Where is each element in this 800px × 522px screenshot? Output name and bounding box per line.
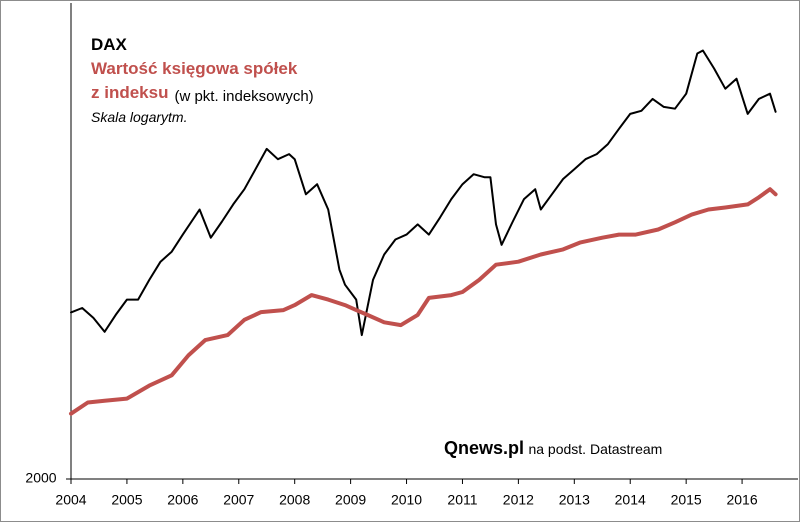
x-tick-label: 2010 — [391, 492, 422, 508]
x-tick-label: 2015 — [671, 492, 702, 508]
x-tick-label: 2014 — [615, 492, 646, 508]
x-tick-label: 2012 — [503, 492, 534, 508]
x-tick-label: 2007 — [223, 492, 254, 508]
x-tick-label: 2006 — [167, 492, 198, 508]
series-line — [69, 187, 778, 416]
x-tick-label: 2004 — [55, 492, 86, 508]
series-line — [70, 49, 777, 337]
x-tick-label: 2008 — [279, 492, 310, 508]
x-tick-label: 2005 — [111, 492, 142, 508]
y-tick-label: 2000 — [25, 470, 56, 486]
legend-book-value: Wartość księgowa spółek z indeksu — [91, 59, 298, 102]
legend-dax: DAX — [91, 35, 127, 54]
scale-note: Skala logarytm. — [91, 109, 188, 125]
x-tick-label: 2009 — [335, 492, 366, 508]
source-text: na podst. Datastream — [528, 441, 663, 457]
source: Qnews.pl na podst. Datastream — [444, 438, 662, 459]
x-tick-label: 2011 — [447, 492, 477, 508]
source-brand: Qnews.pl — [444, 438, 525, 458]
x-tick-label: 2016 — [726, 492, 757, 508]
x-tick-label: 2013 — [559, 492, 590, 508]
unit-note: (w pkt. indeksowych) — [174, 88, 314, 105]
